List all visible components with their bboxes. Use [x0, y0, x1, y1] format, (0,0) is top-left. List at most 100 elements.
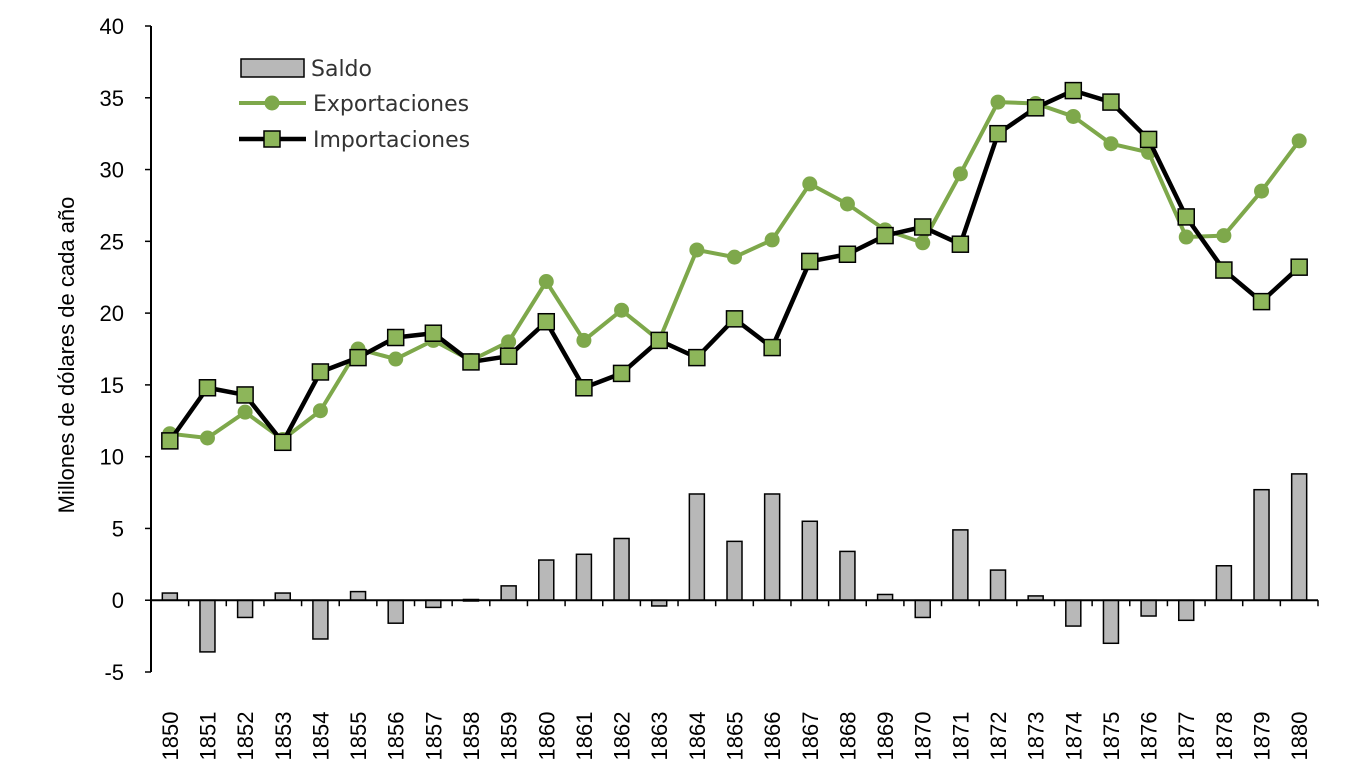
- x-tick-label: 1850: [158, 712, 183, 761]
- x-tick-label: 1876: [1137, 712, 1162, 761]
- x-tick-label: 1870: [911, 712, 936, 761]
- saldo-bar-1872: [989, 569, 1007, 601]
- x-tick-label: 1869: [873, 712, 898, 761]
- importaciones-point-1854: [311, 363, 330, 381]
- y-tick-label: 0: [112, 588, 124, 613]
- x-tick-label: 1858: [459, 712, 484, 761]
- y-tick-label: 15: [100, 373, 124, 398]
- exportaciones-point-1860: [538, 274, 554, 290]
- x-tick-label: 1860: [534, 712, 559, 761]
- saldo-bar-1874: [1065, 599, 1082, 627]
- x-tick-label: 1867: [798, 712, 823, 761]
- importaciones-point-1878: [1215, 261, 1233, 279]
- legend-importaciones-label: Importaciones: [313, 128, 470, 153]
- exportaciones-point-1868: [839, 196, 855, 212]
- exportaciones-point-1861: [576, 332, 592, 348]
- importaciones-point-1850: [161, 432, 179, 450]
- saldo-bar-1867: [801, 520, 819, 601]
- x-tick-label: 1852: [233, 712, 258, 761]
- saldo-bar-1853: [274, 592, 292, 601]
- legend-exportaciones-label: Exportaciones: [313, 92, 469, 117]
- y-tick-label: 40: [100, 14, 124, 39]
- x-tick-label: 1861: [572, 712, 597, 761]
- x-tick-label: 1851: [195, 712, 220, 761]
- axes: -5 0 5 10 15 20 25 30 35 40 1850 1851 1852 1853 1854 18…: [100, 14, 1319, 761]
- x-tick-label: 1871: [948, 712, 973, 761]
- saldo-bar-1857: [425, 599, 442, 609]
- exportaciones-point-1852: [237, 404, 253, 420]
- legend-saldo-swatch: [240, 58, 305, 78]
- x-tick-label: 1875: [1099, 712, 1124, 761]
- y-tick-label: -5: [104, 660, 124, 685]
- saldo-bar-1878: [1215, 565, 1233, 601]
- legend-importaciones-marker: [263, 130, 281, 148]
- x-tick-label: 1873: [1024, 712, 1049, 761]
- saldo-bar-1880: [1290, 473, 1308, 601]
- exportaciones-point-1866: [764, 232, 780, 248]
- importaciones-point-1857: [424, 324, 443, 342]
- y-tick-label: 25: [100, 229, 124, 254]
- legend: Saldo Exportaciones Importaciones: [239, 57, 470, 153]
- x-tick-label: 1878: [1212, 712, 1237, 761]
- importaciones-point-1862: [612, 364, 631, 383]
- x-tick-label: 1864: [685, 712, 710, 761]
- saldo-bar-1861: [575, 553, 593, 601]
- importaciones-point-1860: [537, 312, 556, 331]
- saldo-bar-1860: [538, 559, 555, 601]
- x-tick-label: 1874: [1061, 712, 1086, 761]
- exportaciones-point-1872: [990, 94, 1006, 110]
- importaciones-point-1871: [951, 235, 970, 253]
- importaciones-point-1873: [1026, 99, 1045, 117]
- importaciones-point-1872: [989, 124, 1007, 143]
- exportaciones-point-1871: [952, 166, 968, 182]
- saldo-bar-1868: [839, 550, 856, 601]
- importaciones-point-1877: [1177, 208, 1195, 226]
- x-tick-label: 1880: [1287, 712, 1312, 761]
- saldo-bar-1859: [500, 585, 517, 601]
- importaciones-point-1879: [1252, 292, 1271, 311]
- importaciones-point-1865: [725, 310, 744, 328]
- saldo-bar-1850: [161, 592, 179, 601]
- importaciones-point-1867: [801, 252, 819, 271]
- legend-saldo-label: Saldo: [311, 57, 372, 82]
- exportaciones-point-1878: [1216, 228, 1232, 244]
- saldo-bar-1855: [349, 590, 367, 601]
- importaciones-point-1868: [838, 245, 857, 264]
- importaciones-point-1859: [499, 347, 518, 365]
- saldo-bar-1854: [312, 599, 329, 640]
- y-tick-label: 5: [112, 516, 124, 541]
- importaciones-point-1855: [349, 348, 367, 367]
- x-tick-label: 1859: [497, 712, 522, 761]
- x-tick-label: 1868: [835, 712, 860, 761]
- y-tick-label: 35: [100, 86, 124, 111]
- saldo-bar-1877: [1177, 599, 1195, 622]
- saldo-bar-1862: [613, 537, 630, 601]
- y-tick-label: 20: [100, 301, 124, 326]
- x-tick-label: 1877: [1174, 712, 1199, 761]
- x-tick-label: 1854: [308, 712, 333, 761]
- saldo-bar-1866: [763, 493, 781, 601]
- saldo-bar-1871: [952, 529, 969, 601]
- x-tick-label: 1866: [760, 712, 785, 761]
- x-tick-label: 1857: [421, 712, 446, 761]
- x-tick-label: 1872: [986, 712, 1011, 761]
- importaciones-point-1861: [575, 379, 593, 397]
- x-tick-label: 1855: [346, 712, 371, 761]
- exportaciones-point-1870: [915, 235, 931, 251]
- x-tick-label: 1853: [271, 712, 296, 761]
- exportaciones-point-1851: [199, 430, 215, 446]
- x-tick-label: 1865: [723, 712, 748, 761]
- exportaciones-point-1856: [388, 351, 404, 367]
- exportaciones-point-1880: [1291, 133, 1307, 149]
- exportaciones-point-1877: [1178, 229, 1194, 245]
- importaciones-point-1866: [763, 338, 781, 357]
- importaciones-point-1869: [876, 226, 894, 245]
- legend-exportaciones-marker: [264, 95, 280, 111]
- importaciones-point-1853: [274, 433, 292, 452]
- saldo-bar-1851: [199, 599, 216, 653]
- saldo-bars: [161, 473, 1308, 653]
- x-tick-label: 1879: [1250, 712, 1275, 761]
- y-tick-label: 10: [100, 445, 124, 470]
- importaciones-series: [161, 81, 1308, 452]
